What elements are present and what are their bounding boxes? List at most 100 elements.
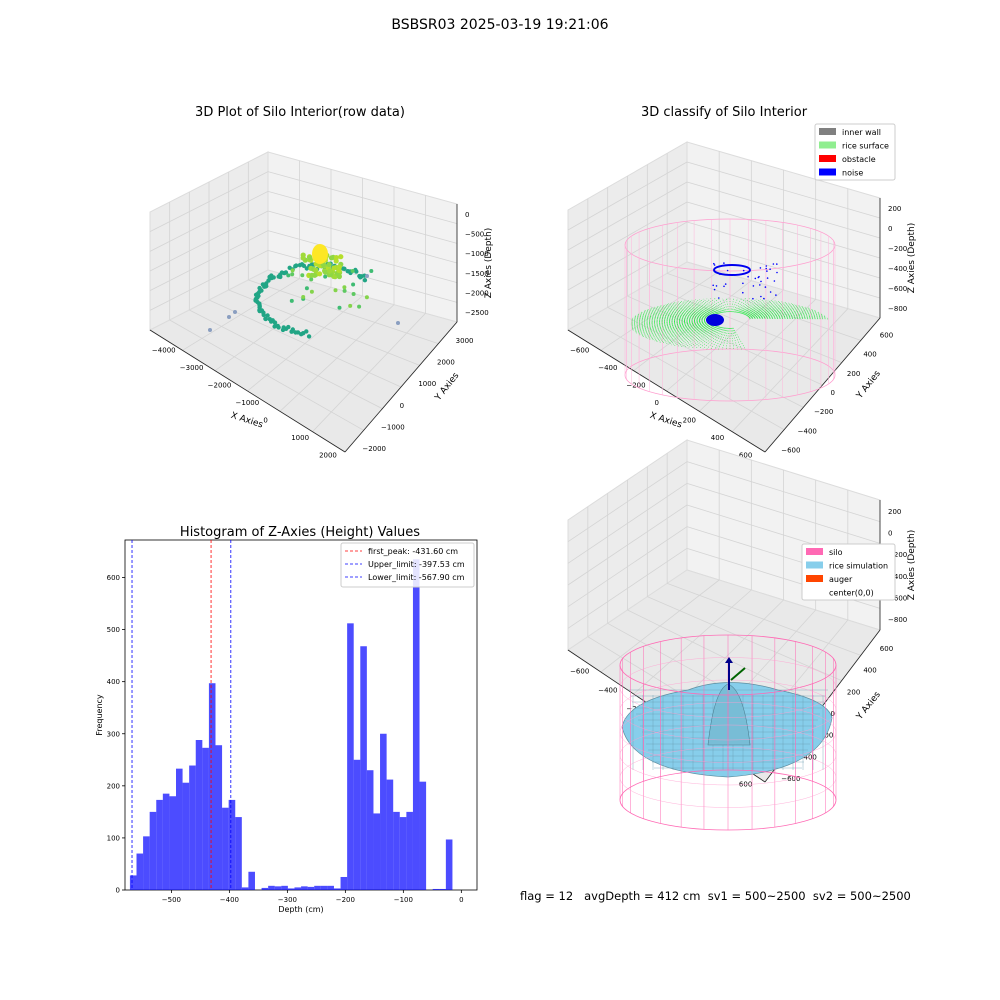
noise-cluster (706, 314, 724, 326)
histogram-bar (136, 853, 144, 890)
histogram-bar (373, 813, 381, 890)
noise-point (715, 285, 718, 287)
rice-surface-line (677, 326, 720, 347)
data-point (233, 310, 237, 314)
noise-point (724, 283, 727, 285)
data-point (290, 272, 295, 277)
x-tick-label: 200 (683, 416, 696, 424)
grid-line (567, 461, 688, 542)
data-point (354, 269, 359, 274)
panel2-axes: −600 −400 −200 0 200 400 600 −600 −400 −200 0 200 40… (567, 141, 917, 459)
rice-surface-line (630, 318, 711, 322)
histogram-bar (353, 759, 361, 890)
rice-surface-line (742, 303, 792, 314)
panel4-plot (619, 634, 837, 831)
rice-surface-line (714, 327, 728, 350)
y-tick-label: 600 (107, 574, 120, 582)
data-point (312, 272, 318, 278)
rice-surface-line (746, 309, 814, 316)
rice-surface-line (630, 320, 711, 328)
rice-surface-line (671, 326, 719, 346)
histogram-bar (307, 886, 315, 891)
y-axis-line (764, 317, 881, 453)
histogram-bar (419, 781, 427, 890)
x-axis-label: X Axies (648, 411, 683, 431)
histogram-bar (189, 765, 196, 890)
histogram-bar (241, 887, 249, 890)
y-tick-label: −2000 (362, 445, 386, 453)
y-tick-label: 200 (847, 688, 860, 696)
histogram-bar (268, 885, 275, 890)
noise-point (764, 286, 767, 288)
y-tick-label: 300 (107, 730, 120, 738)
x-tick-label: −100 (394, 896, 413, 904)
noise-point (765, 267, 767, 270)
noise-point (734, 274, 736, 276)
noise-point (759, 267, 762, 269)
grid-line (686, 161, 881, 219)
legend-box (814, 123, 896, 181)
data-point (299, 332, 304, 337)
rice-surface-line (702, 327, 725, 350)
y-tick-label: 600 (880, 332, 893, 340)
data-point (306, 334, 312, 339)
panel2-legend: inner wall rice surface obstacle noise (814, 123, 896, 181)
y-tick-label: 400 (107, 678, 120, 686)
histogram-bar (228, 799, 236, 890)
rice-surface-line (630, 320, 711, 327)
y-tick-label: 1000 (418, 380, 436, 388)
data-point (348, 303, 353, 308)
data-point (286, 273, 291, 278)
data-point (289, 298, 294, 303)
legend-label: inner wall (842, 128, 881, 137)
rice-surface-line (668, 303, 718, 314)
noise-point (742, 282, 744, 285)
rice-surface-line (642, 311, 713, 317)
noise-point (763, 297, 765, 300)
noise-point (726, 269, 729, 272)
status-footer: flag = 12 avgDepth = 412 cm sv1 = 500~25… (520, 889, 911, 903)
z-tick-label: 0 (888, 530, 892, 538)
rice-surface-line (665, 325, 718, 345)
panel3-legend: first_peak: -431.60 cm Upper_limit: -397.… (340, 542, 475, 588)
data-point (301, 263, 307, 268)
data-point (327, 268, 333, 274)
center-arrow (725, 657, 733, 663)
grid-line (169, 319, 364, 431)
data-point (342, 266, 347, 271)
data-point (227, 315, 231, 319)
figure-title: BSBSR03 2025-03-19 19:21:06 (391, 17, 609, 33)
histogram-bar (248, 871, 255, 890)
legend-swatch (806, 548, 823, 555)
x-tick-label: 0 (459, 896, 463, 904)
x-tick-label: 400 (711, 434, 724, 442)
rice-surface-line (631, 318, 711, 321)
rice-surface-line (741, 302, 786, 314)
rice-surface-line (717, 298, 728, 313)
noise-point (759, 284, 761, 286)
rice-surface-line (671, 302, 719, 314)
z-tick-label: −1000 (465, 250, 489, 258)
histogram-bar (327, 885, 334, 890)
rice-surface-line (631, 321, 711, 330)
rice-surface-line (714, 298, 728, 313)
histogram-bar (129, 875, 137, 890)
noise-point (760, 295, 762, 298)
noise-point (712, 284, 714, 287)
noise-point (773, 280, 776, 282)
y-tick-label: −1000 (381, 424, 405, 432)
z-tick-label: −800 (888, 616, 907, 624)
rice-surface-line (662, 304, 717, 315)
z-tick-label: −2500 (465, 309, 489, 317)
data-point (313, 268, 319, 274)
data-point (312, 244, 328, 264)
data-point (338, 254, 344, 260)
x-tick-label: −3000 (180, 364, 204, 372)
rice-surface-line (687, 300, 722, 313)
rice-surface-line (733, 298, 750, 313)
x-tick-label: −400 (598, 364, 617, 372)
data-point (208, 328, 212, 332)
noise-point (769, 291, 772, 293)
histogram-bar (347, 623, 354, 890)
rice-surface-line (651, 307, 715, 316)
